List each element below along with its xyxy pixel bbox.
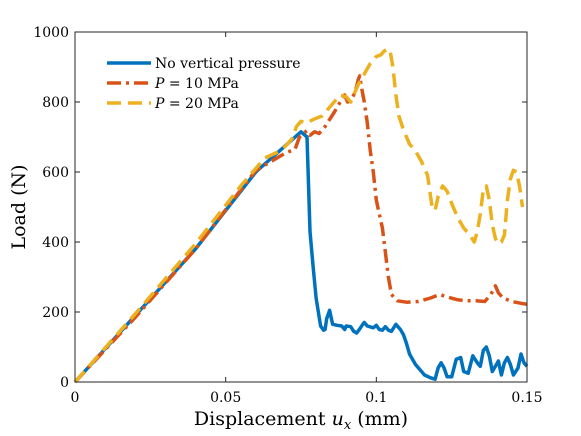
legend-label-3: P = 20 MPa [154, 96, 239, 112]
x-tick-label: 0 [71, 390, 80, 406]
x-axis-title: Displacement ux (mm) [194, 408, 408, 433]
x-tick-label: 0.1 [365, 390, 387, 406]
y-axis-title: Load (N) [8, 164, 30, 249]
legend-var: P [154, 76, 165, 92]
legend-text: = 20 MPa [164, 96, 238, 112]
legend-var: P [154, 96, 165, 112]
legend-label-1: No vertical pressure [155, 56, 301, 72]
x-tick-label: 0.05 [210, 390, 241, 406]
y-tick-label: 800 [42, 95, 69, 111]
legend-text: = 10 MPa [164, 76, 238, 92]
series-layer [73, 47, 529, 384]
axes-layer [74, 31, 528, 383]
ticks-layer: 0 0.05 0.1 0.15 0 200 400 600 800 1000 [33, 25, 542, 406]
y-tick-label: 0 [60, 375, 69, 391]
y-tick-label: 600 [42, 165, 69, 181]
legend-label-2: P = 10 MPa [154, 76, 239, 92]
axes-box [74, 31, 528, 383]
series-line-2 [73, 74, 528, 384]
series-line-1 [73, 130, 529, 384]
y-tick-label: 1000 [33, 25, 69, 41]
y-tick-label: 400 [42, 235, 69, 251]
x-tick-label: 0.15 [511, 390, 542, 406]
series-line-3 [73, 47, 525, 384]
y-tick-label: 200 [42, 305, 69, 321]
